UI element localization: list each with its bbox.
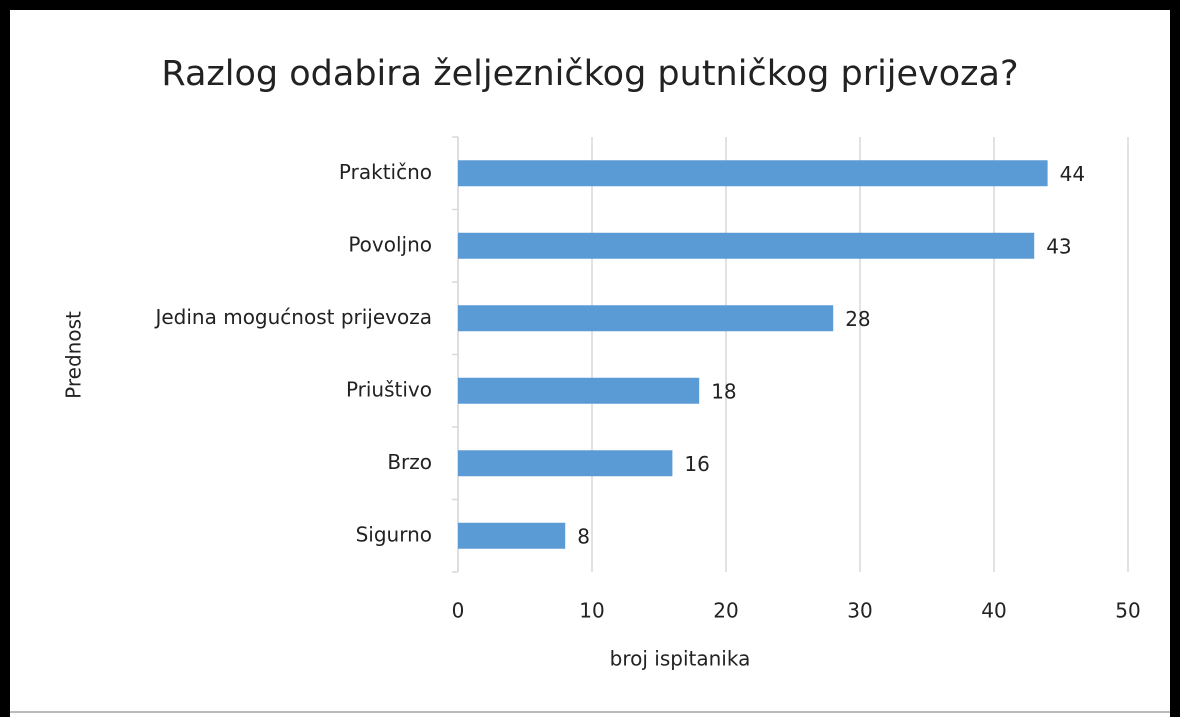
x-tick-label: 10 bbox=[579, 599, 604, 623]
bar bbox=[458, 522, 566, 549]
data-label: 18 bbox=[711, 379, 736, 403]
y-tick-label: Jedina mogućnost prijevoza bbox=[153, 305, 432, 329]
chart-title: Razlog odabira željezničkog putničkog pr… bbox=[161, 54, 1018, 94]
data-label: 28 bbox=[845, 307, 870, 331]
x-tick-label: 50 bbox=[1115, 599, 1140, 623]
bar bbox=[458, 232, 1035, 259]
data-label: 43 bbox=[1046, 234, 1071, 258]
y-tick-label: Brzo bbox=[387, 450, 432, 474]
data-label: 8 bbox=[577, 524, 590, 548]
y-tick-label: Praktično bbox=[339, 160, 432, 184]
data-label: 44 bbox=[1060, 162, 1085, 186]
y-tick-label: Priuštivo bbox=[346, 377, 432, 401]
bar bbox=[458, 450, 673, 477]
bar bbox=[458, 305, 834, 332]
bar bbox=[458, 160, 1048, 187]
x-tick-label: 40 bbox=[981, 599, 1006, 623]
x-tick-label: 20 bbox=[713, 599, 738, 623]
data-label: 16 bbox=[684, 452, 709, 476]
y-tick-label: Povoljno bbox=[348, 232, 432, 256]
y-axis-label: Prednost bbox=[62, 311, 86, 399]
bar bbox=[458, 377, 700, 404]
x-axis-label: broj ispitanika bbox=[610, 647, 751, 671]
y-tick-label: Sigurno bbox=[356, 522, 432, 546]
x-tick-label: 30 bbox=[847, 599, 872, 623]
x-tick-label: 0 bbox=[452, 599, 465, 623]
